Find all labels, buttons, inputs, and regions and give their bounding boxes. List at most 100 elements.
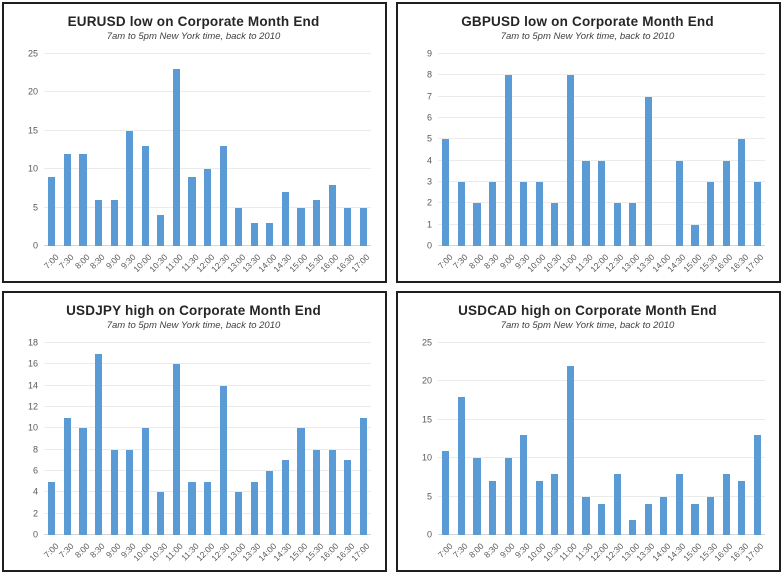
bar-slot-17:00 — [356, 54, 372, 246]
bar-slot-12:00 — [594, 54, 610, 246]
gridline — [438, 138, 765, 140]
bar-slot-10:30 — [153, 343, 169, 535]
bar-slot-15:30 — [309, 343, 325, 535]
bar-slot-12:00 — [200, 54, 216, 246]
bar — [597, 504, 606, 535]
bar — [488, 481, 497, 535]
bar — [359, 417, 367, 535]
bar — [566, 366, 574, 535]
bar-slot-11:30 — [578, 54, 594, 246]
bar-slot-15:30 — [703, 343, 719, 535]
bar — [613, 203, 621, 246]
bar-slot-12:00 — [594, 343, 610, 535]
bar — [328, 449, 336, 535]
y-tick-label: 4 — [426, 155, 432, 166]
x-axis-labels: 7:00 7:30 8:00 8:30 9:00 9:30 10:00 10:30 11:00 1… — [435, 537, 765, 570]
x-tick-label: 7:30 — [56, 541, 76, 560]
x-tick: 17:00 — [744, 248, 766, 281]
bar-slot-11:30 — [578, 343, 594, 535]
x-tick: 7:30 — [451, 248, 470, 281]
bar-slot-13:30 — [247, 343, 263, 535]
gridline — [44, 342, 371, 343]
bar-slot-13:00 — [625, 54, 641, 246]
bar-slot-10:00 — [137, 54, 153, 246]
bar-slot-10:30 — [153, 54, 169, 246]
bar — [722, 473, 730, 535]
bar — [707, 496, 715, 535]
bar-slot-14:30 — [672, 54, 688, 246]
y-tick-label: 14 — [27, 380, 38, 391]
gridline — [438, 495, 765, 497]
y-tick-label: 20 — [27, 86, 38, 97]
bar — [488, 182, 497, 246]
bar-slot-7:30 — [454, 343, 470, 535]
bar — [235, 492, 243, 535]
bar — [675, 160, 684, 246]
x-tick: 8:30 — [88, 248, 107, 281]
bar — [504, 458, 512, 535]
bar-slot-9:30 — [122, 343, 138, 535]
chart-title: USDJPY high on Corporate Month End — [66, 303, 321, 318]
bar-slot-15:00 — [687, 343, 703, 535]
chart-panel-usdcad-high: USDCAD high on Corporate Month End 7am t… — [396, 291, 781, 572]
x-axis-labels: 7:00 7:30 8:00 8:30 9:00 9:30 10:00 10:30 11:00 1… — [41, 248, 371, 281]
bar-slot-16:30 — [734, 54, 750, 246]
bar-slot-8:00 — [469, 54, 485, 246]
y-tick-label: 6 — [426, 112, 432, 123]
bar-slot-9:00 — [500, 343, 516, 535]
bar — [629, 519, 637, 535]
bar — [535, 481, 543, 535]
y-tick-label: 0 — [426, 529, 432, 540]
chart-plot-area: 0 2 4 6 8 10 12 14 16 18 — [28, 338, 371, 539]
gridline — [438, 457, 765, 459]
bar-series — [44, 343, 371, 535]
bar-slot-7:30 — [454, 54, 470, 246]
bar — [188, 176, 196, 246]
y-tick-label: 15 — [421, 414, 432, 425]
bar-slot-8:30 — [485, 343, 501, 535]
x-axis-labels: 7:00 7:30 8:00 8:30 9:00 9:30 10:00 10:30 11:00 1… — [41, 537, 371, 570]
gridline — [44, 129, 371, 131]
x-tick-label: 8:30 — [482, 252, 501, 271]
bar-slot-7:00 — [44, 343, 60, 535]
x-tick-label: 7:30 — [56, 252, 76, 271]
y-tick-label: 2 — [32, 508, 38, 519]
bar — [157, 492, 165, 535]
bar-slot-13:00 — [625, 343, 641, 535]
chart-plot-area: 0 5 10 15 20 25 — [422, 338, 765, 539]
bar — [344, 460, 352, 535]
gridline — [44, 384, 371, 386]
gridline — [438, 418, 765, 420]
bar — [281, 192, 290, 246]
gridline — [438, 380, 765, 382]
chart-panel-usdjpy-high: USDJPY high on Corporate Month End 7am t… — [2, 291, 387, 572]
bar-slot-15:00 — [293, 54, 309, 246]
bar — [520, 182, 528, 246]
bar — [266, 471, 274, 535]
bar — [566, 75, 574, 246]
bar-slot-9:00 — [106, 54, 122, 246]
bar — [597, 160, 606, 246]
gridline — [44, 363, 371, 365]
bar-slot-12:00 — [200, 343, 216, 535]
bar-slot-16:30 — [734, 343, 750, 535]
bar — [691, 224, 699, 246]
bar — [691, 504, 699, 535]
bar-slot-17:00 — [750, 54, 766, 246]
bar-slot-13:30 — [641, 343, 657, 535]
chart-title: GBPUSD low on Corporate Month End — [461, 14, 714, 29]
bar-slot-8:00 — [75, 343, 91, 535]
bar-slot-15:00 — [687, 54, 703, 246]
chart-title: EURUSD low on Corporate Month End — [67, 14, 320, 29]
bar-slot-10:00 — [531, 343, 547, 535]
x-tick: 7:30 — [56, 248, 76, 281]
gridline — [438, 117, 765, 118]
bar — [297, 428, 305, 535]
bar — [235, 207, 243, 246]
bar-series — [438, 343, 765, 535]
bar-slot-8:30 — [485, 54, 501, 246]
gridline — [44, 470, 371, 471]
bar — [79, 428, 87, 535]
y-tick-label: 6 — [32, 465, 38, 476]
gridline — [438, 342, 765, 343]
